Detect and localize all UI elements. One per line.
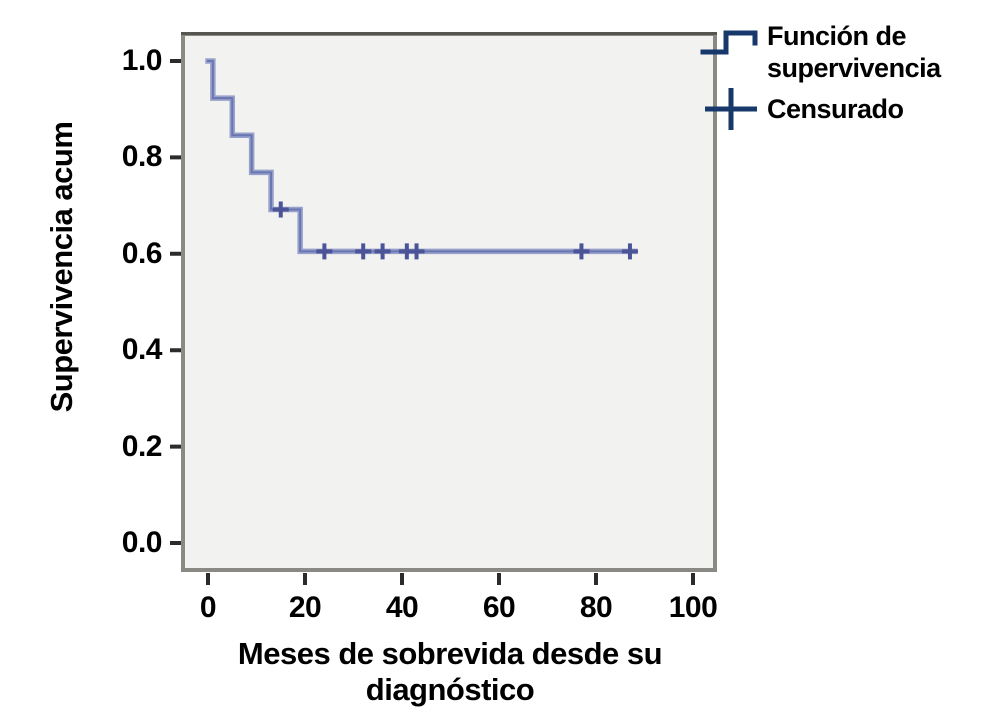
x-axis-label: Meses de sobrevida desde su diagnóstico — [237, 636, 663, 707]
plot-frame — [181, 32, 717, 572]
ytick-label: 1.0 — [121, 44, 163, 77]
axis-tick-marks — [170, 59, 695, 585]
xtick-label: 0 — [199, 591, 217, 624]
survival-curve-core — [207, 60, 636, 253]
xtick-label: 60 — [482, 591, 516, 624]
legend-label-censored: Censurado — [767, 94, 904, 124]
ytick-label: 0.4 — [121, 333, 163, 366]
xtick-label: 80 — [579, 591, 613, 624]
legend-entry-censored: Censurado — [699, 86, 979, 132]
censored-plus-icon — [705, 88, 757, 130]
censored-plus-marks — [272, 201, 638, 260]
survival-step-line-icon — [700, 30, 758, 55]
ytick-label: 0.0 — [121, 526, 163, 559]
legend-entry-survival: Función de supervivencia — [699, 20, 979, 84]
legend-label-survival: Función de supervivencia — [767, 21, 941, 83]
ytick-label: 0.8 — [121, 140, 163, 173]
legend: Función de supervivencia Censurado — [699, 20, 979, 132]
xtick-label: 20 — [288, 591, 322, 624]
xtick-label: 40 — [385, 591, 419, 624]
ytick-label: 0.6 — [121, 237, 163, 270]
y-axis-label: Supervivencia acum — [44, 121, 79, 413]
xtick-label: 100 — [668, 591, 718, 624]
ytick-label: 0.2 — [121, 430, 163, 463]
